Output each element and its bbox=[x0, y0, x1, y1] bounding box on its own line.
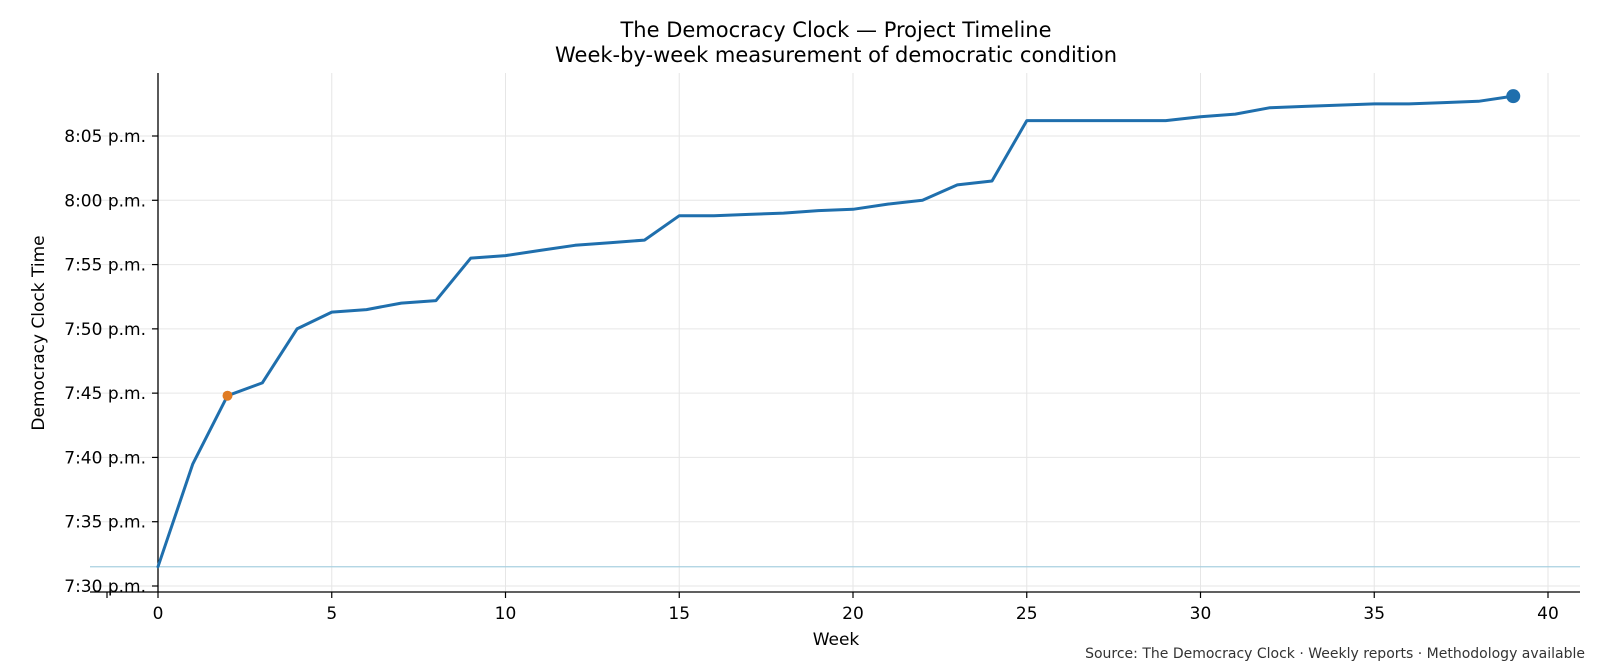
x-tick-label: 10 bbox=[495, 604, 517, 624]
x-axis-ticks: 0 5 10 15 20 25 30 35 40 bbox=[106, 592, 1559, 624]
x-axis-label: Week bbox=[813, 630, 860, 650]
y-tick-label: 7:55 p.m. bbox=[64, 256, 146, 276]
x-tick-label: 0 bbox=[153, 604, 164, 624]
start-highlight-point bbox=[222, 390, 233, 401]
x-tick-label: 15 bbox=[668, 604, 690, 624]
x-tick-label: 25 bbox=[1016, 604, 1038, 624]
y-tick-label: 7:50 p.m. bbox=[64, 320, 146, 340]
y-tick-label: 7:40 p.m. bbox=[64, 448, 146, 468]
points-layer bbox=[222, 89, 1521, 401]
series-line bbox=[156, 94, 1515, 569]
source-note: Source: The Democracy Clock · Weekly rep… bbox=[1085, 646, 1585, 662]
y-tick-label: 7:30 p.m. bbox=[64, 577, 146, 597]
axes bbox=[90, 73, 1580, 593]
series-layer bbox=[156, 94, 1515, 569]
y-axis-label: Democracy Clock Time bbox=[29, 235, 49, 430]
grid-lines bbox=[90, 73, 1580, 592]
x-tick-label: 20 bbox=[842, 604, 864, 624]
y-tick-label: 7:35 p.m. bbox=[64, 513, 146, 533]
x-tick-label: 40 bbox=[1537, 604, 1559, 624]
x-tick-label: 35 bbox=[1363, 604, 1385, 624]
x-tick-label: 5 bbox=[326, 604, 337, 624]
chart-subtitle: Week-by-week measurement of democratic c… bbox=[555, 43, 1117, 67]
y-tick-label: 8:05 p.m. bbox=[64, 127, 146, 147]
chart-title: The Democracy Clock — Project Timeline bbox=[619, 18, 1051, 42]
y-tick-label: 7:45 p.m. bbox=[64, 384, 146, 404]
y-axis-ticks: 7:30 p.m. 7:35 p.m. 7:40 p.m. 7:45 p.m. 7:50… bbox=[64, 127, 158, 597]
x-tick-label: 30 bbox=[1190, 604, 1212, 624]
latest-highlight-point bbox=[1506, 89, 1521, 104]
y-tick-label: 8:00 p.m. bbox=[64, 191, 146, 211]
